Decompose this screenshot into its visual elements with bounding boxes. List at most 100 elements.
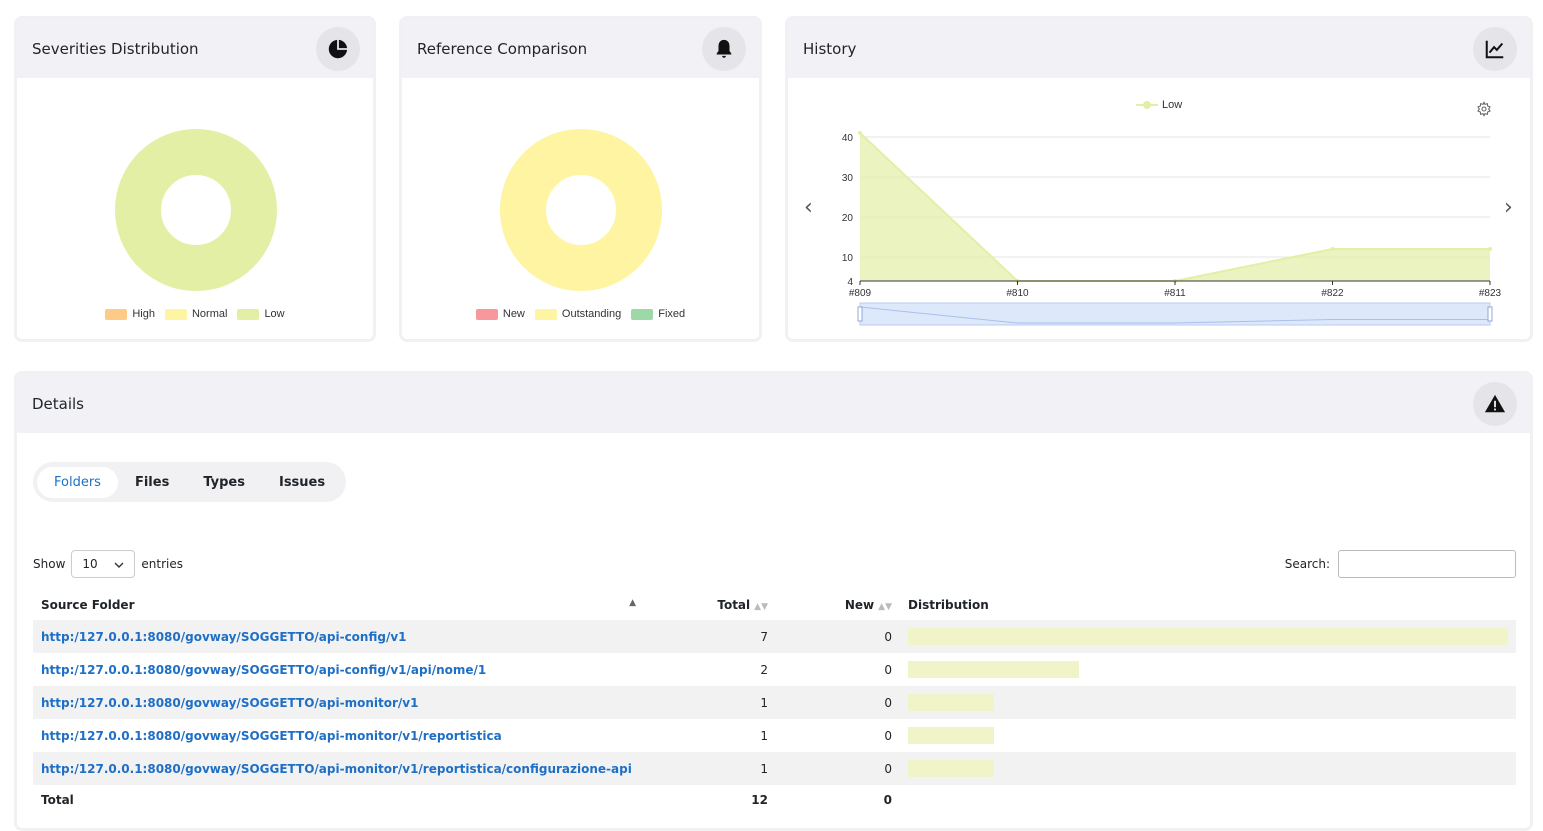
distribution-bar[interactable] xyxy=(908,628,1508,645)
distribution-bar[interactable] xyxy=(908,694,994,711)
legend-item-low[interactable]: Low xyxy=(237,308,285,320)
table-row: http:/127.0.0.1:8080/govway/SOGGETTO/api… xyxy=(33,752,1516,785)
history-card: History Low ‹ › 4 10 20 30 40 #809 #810 #811 #82… xyxy=(785,16,1533,342)
legend-item-high[interactable]: High xyxy=(105,308,155,320)
zoom-preview-line xyxy=(859,306,1490,324)
x-tick-label: #823 xyxy=(1479,288,1502,299)
y-tick-label: 30 xyxy=(842,173,854,184)
data-point xyxy=(1488,247,1492,251)
severities-card-title: Severities Distribution xyxy=(32,39,199,58)
reference-donut-chart[interactable] xyxy=(499,128,663,292)
chevron-left-icon[interactable]: ‹ xyxy=(804,195,813,220)
table-controls: Show 10 entries Search: xyxy=(33,550,1516,580)
row-total: 1 xyxy=(760,761,768,776)
y-tick-label: 40 xyxy=(842,133,854,144)
zoom-slider xyxy=(859,302,1491,326)
history-legend-item-low[interactable]: Low xyxy=(1136,99,1182,111)
search-area: Search: xyxy=(1285,550,1516,578)
tab-folders[interactable]: Folders xyxy=(37,466,118,498)
details-card-header: Details xyxy=(17,374,1530,433)
warning-icon[interactable] xyxy=(1473,381,1517,426)
severities-card: Severities Distribution High Normal Low xyxy=(14,16,376,342)
row-total: 1 xyxy=(760,728,768,743)
source-folder-link[interactable]: http:/127.0.0.1:8080/govway/SOGGETTO/api… xyxy=(41,728,502,743)
table-row: http:/127.0.0.1:8080/govway/SOGGETTO/api… xyxy=(33,686,1516,719)
gear-icon[interactable] xyxy=(1476,101,1492,122)
column-header-total[interactable]: Total ▲▼ xyxy=(717,597,768,612)
history-card-title: History xyxy=(803,39,857,58)
distribution-bar[interactable] xyxy=(908,661,1080,678)
zoom-handle-left xyxy=(857,306,863,322)
line-chart-icon[interactable] xyxy=(1473,26,1517,71)
table-header-row: Source Folder ▲ Total ▲▼ New ▲▼ Distributio… xyxy=(33,589,1516,620)
history-card-header: History xyxy=(788,19,1530,78)
column-header-source-folder[interactable]: Source Folder ▲ xyxy=(41,597,636,612)
y-tick-label: 20 xyxy=(842,213,854,224)
zoom-handle-right xyxy=(1487,306,1493,322)
reference-card-title: Reference Comparison xyxy=(417,39,588,58)
pie-chart-icon[interactable] xyxy=(316,26,360,71)
details-tabs: Folders Files Types Issues xyxy=(33,462,347,502)
x-tick-label: #822 xyxy=(1321,288,1344,299)
footer-new-value: 0 xyxy=(883,793,892,807)
entries-select-value: 10 xyxy=(82,557,98,571)
reference-card-header: Reference Comparison xyxy=(402,19,759,78)
tab-issues[interactable]: Issues xyxy=(278,474,326,490)
table-row: http:/127.0.0.1:8080/govway/SOGGETTO/api… xyxy=(33,620,1516,653)
reference-card: Reference Comparison New Outstanding Fix… xyxy=(399,16,762,342)
y-tick-label: 4 xyxy=(847,277,853,288)
details-table: Source Folder ▲ Total ▲▼ New ▲▼ Distributio… xyxy=(33,589,1516,815)
table-footer-row: Total 12 0 xyxy=(33,785,1516,815)
distribution-bar[interactable] xyxy=(908,760,994,777)
column-header-new[interactable]: New ▲▼ xyxy=(844,597,892,612)
row-new: 0 xyxy=(884,662,892,677)
footer-total-label: Total xyxy=(41,793,74,807)
details-card: Details Folders Files Types Issues Show … xyxy=(14,371,1533,831)
data-point xyxy=(858,131,862,135)
x-tick-label: #810 xyxy=(1006,288,1029,299)
donut-slice-low xyxy=(115,129,277,291)
entries-label: entries xyxy=(141,557,183,571)
row-new: 0 xyxy=(884,695,892,710)
search-label: Search: xyxy=(1284,557,1330,571)
data-point xyxy=(1330,247,1335,251)
source-folder-link[interactable]: http:/127.0.0.1:8080/govway/SOGGETTO/api… xyxy=(41,629,407,644)
donut-slice-outstanding xyxy=(500,129,662,291)
legend-item-normal[interactable]: Normal xyxy=(164,308,227,320)
severities-donut-chart[interactable] xyxy=(114,128,278,292)
legend-item-outstanding[interactable]: Outstanding xyxy=(534,308,621,320)
row-total: 2 xyxy=(760,662,768,677)
series-area-low xyxy=(860,133,1490,281)
table-row: http:/127.0.0.1:8080/govway/SOGGETTO/api… xyxy=(33,719,1516,752)
severities-card-header: Severities Distribution xyxy=(17,19,373,78)
legend-item-fixed[interactable]: Fixed xyxy=(631,308,685,320)
row-total: 7 xyxy=(760,629,768,644)
column-header-distribution: Distribution xyxy=(908,597,989,612)
row-new: 0 xyxy=(884,629,892,644)
tab-types[interactable]: Types xyxy=(203,474,245,490)
source-folder-link[interactable]: http:/127.0.0.1:8080/govway/SOGGETTO/api… xyxy=(41,761,632,776)
entries-select[interactable]: 10 xyxy=(71,550,136,578)
y-tick-label: 10 xyxy=(842,253,854,264)
details-card-title: Details xyxy=(32,394,85,413)
severities-legend: High Normal Low xyxy=(17,308,373,320)
x-tick-label: #809 xyxy=(849,288,872,299)
x-tick-label: #811 xyxy=(1164,288,1186,299)
row-new: 0 xyxy=(884,728,892,743)
table-row: http:/127.0.0.1:8080/govway/SOGGETTO/api… xyxy=(33,653,1516,686)
footer-total-value: 12 xyxy=(751,793,768,807)
tab-files[interactable]: Files xyxy=(134,474,170,490)
show-label: Show xyxy=(33,557,66,571)
row-new: 0 xyxy=(884,761,892,776)
reference-legend: New Outstanding Fixed xyxy=(402,308,759,320)
search-input[interactable] xyxy=(1338,550,1516,578)
source-folder-link[interactable]: http:/127.0.0.1:8080/govway/SOGGETTO/api… xyxy=(41,662,487,677)
history-area-chart[interactable]: 4 10 20 30 40 #809 #810 #811 #822 #823 xyxy=(788,19,1530,339)
legend-item-new[interactable]: New xyxy=(475,308,525,320)
chevron-right-icon[interactable]: › xyxy=(1504,195,1513,220)
bell-icon[interactable] xyxy=(702,26,746,71)
row-total: 1 xyxy=(760,695,768,710)
source-folder-link[interactable]: http:/127.0.0.1:8080/govway/SOGGETTO/api… xyxy=(41,695,419,710)
distribution-bar[interactable] xyxy=(908,727,994,744)
chevron-down-icon xyxy=(114,557,124,571)
